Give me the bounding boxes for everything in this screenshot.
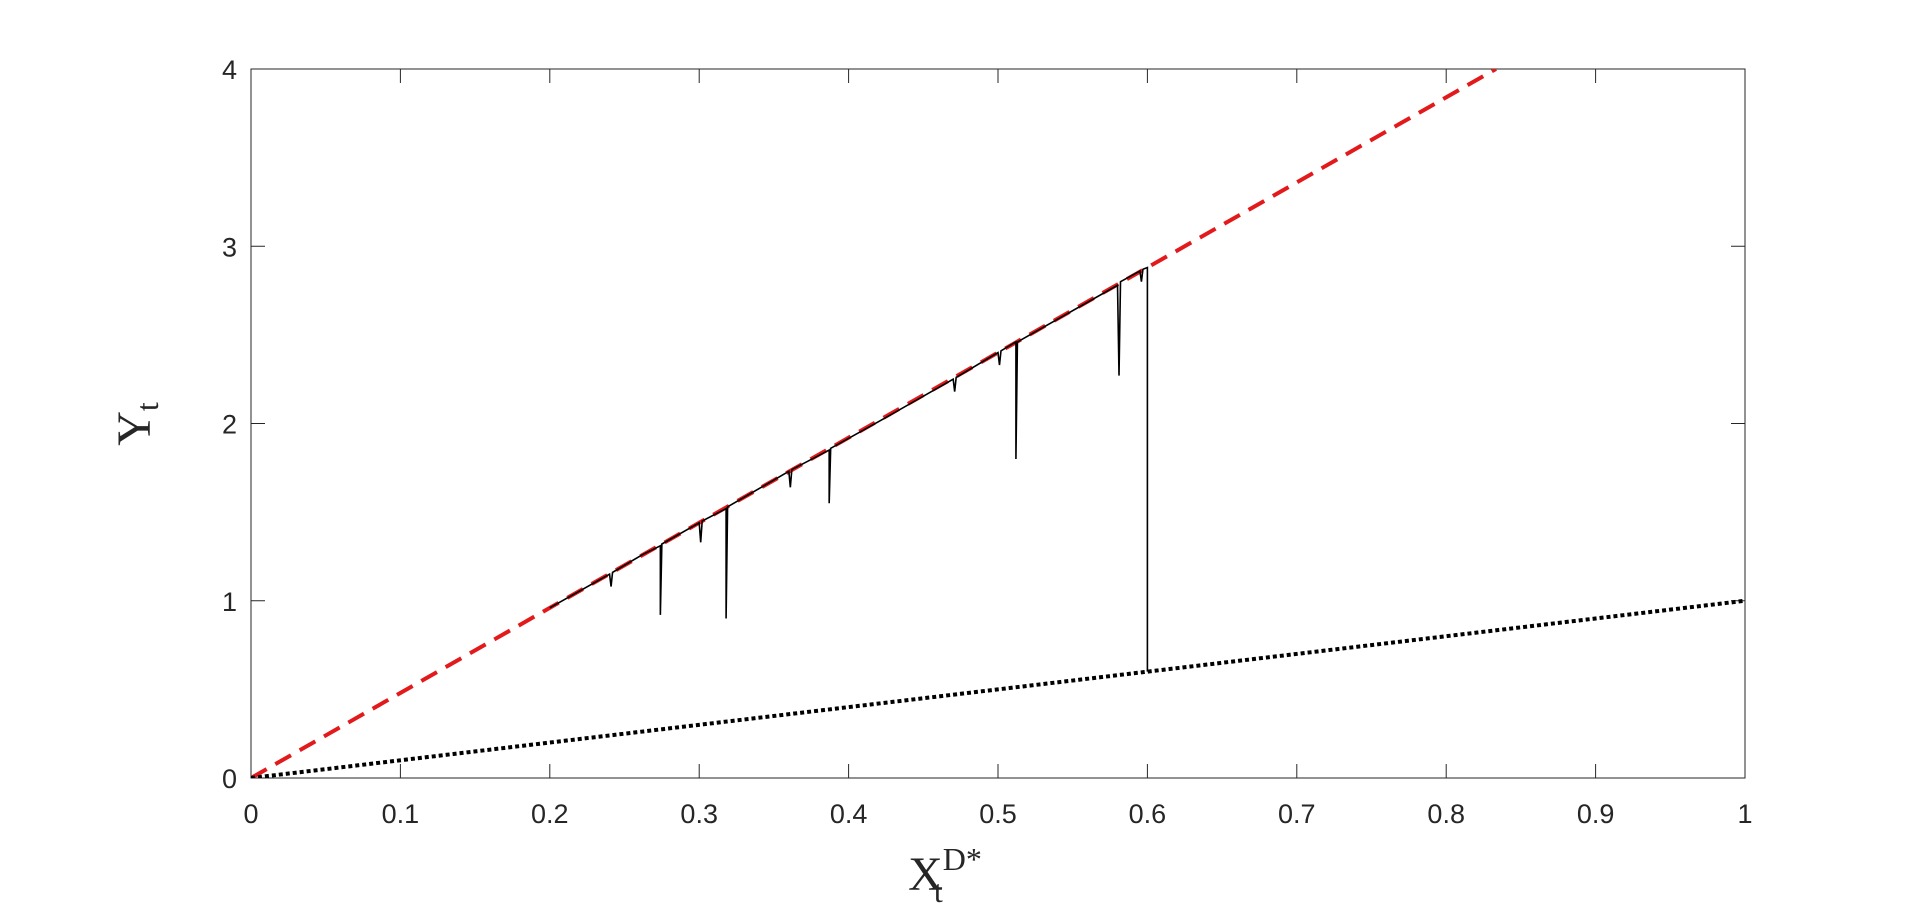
x-label-sup: D* <box>943 841 982 877</box>
x-tick-label: 0.7 <box>1278 799 1316 829</box>
x-tick-label: 0.6 <box>1129 799 1167 829</box>
x-tick-label: 0.2 <box>531 799 569 829</box>
y-label-sub: t <box>129 402 165 411</box>
y-tick-label: 1 <box>222 587 237 617</box>
y-axis-label: Yt <box>108 402 165 446</box>
x-tick-label: 1 <box>1737 799 1752 829</box>
x-tick-label: 0.5 <box>979 799 1017 829</box>
x-tick-label: 0.8 <box>1427 799 1465 829</box>
x-label-sub: t <box>934 873 943 909</box>
plot-frame <box>250 68 1746 779</box>
y-tick-label: 4 <box>222 55 237 85</box>
series-line <box>251 598 1745 778</box>
x-axis-label: XD* t <box>908 841 982 909</box>
series-line <box>251 69 1497 778</box>
y-tick-label: 3 <box>222 232 237 262</box>
series-line <box>549 266 1149 672</box>
y-label-main: Y <box>108 411 161 446</box>
x-tick-label: 0.4 <box>830 799 868 829</box>
x-tick-label: 0.3 <box>680 799 718 829</box>
y-tick-label: 0 <box>222 764 237 794</box>
x-label-main: X <box>908 848 943 901</box>
x-tick-label: 0.9 <box>1577 799 1615 829</box>
x-tick-label: 0 <box>243 799 258 829</box>
y-tick-label: 2 <box>222 410 237 440</box>
x-tick-label: 0.1 <box>382 799 420 829</box>
